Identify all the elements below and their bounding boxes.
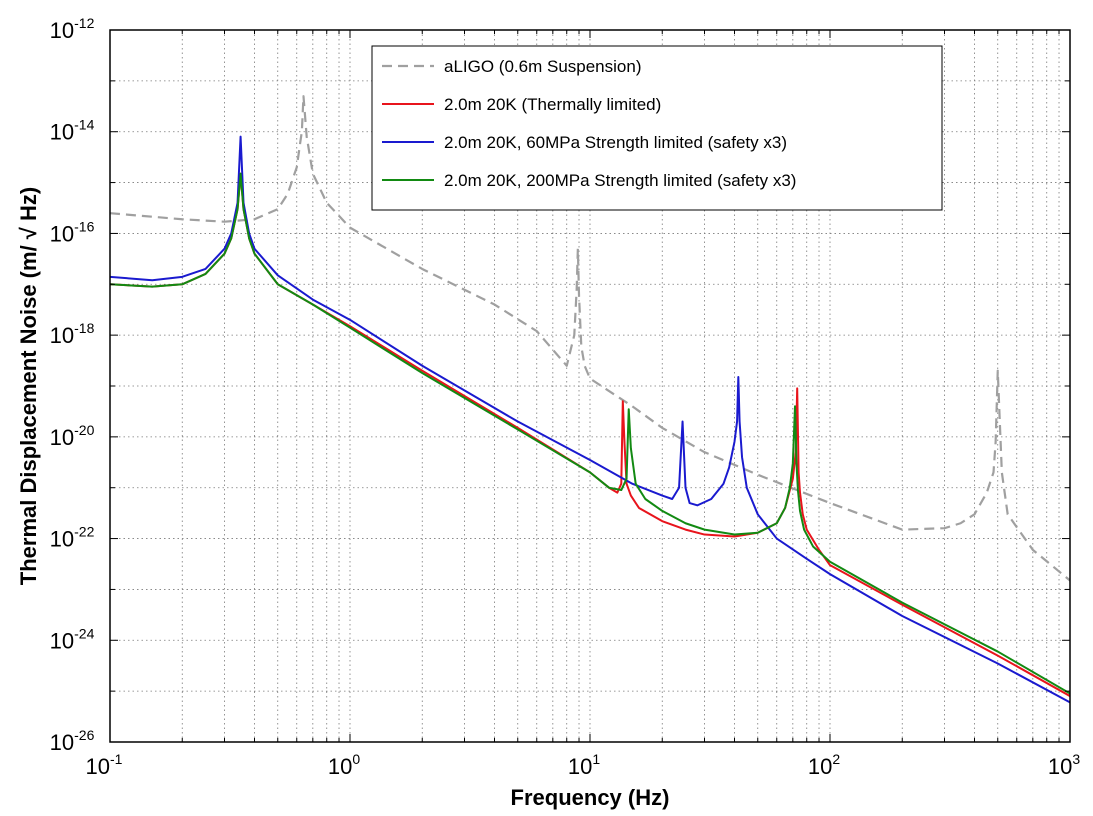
y-tick-label: 10-12 [50, 15, 95, 43]
x-tick-label: 103 [1048, 751, 1080, 779]
grid [110, 30, 1070, 742]
series-line-0 [110, 95, 1070, 582]
x-tick-label: 10-1 [86, 751, 123, 779]
legend-box [371, 45, 943, 211]
x-tick-label: 101 [568, 751, 600, 779]
legend-label-1: 2.0m 20K (Thermally limited) [444, 95, 661, 114]
x-tick-label: 100 [328, 751, 360, 779]
legend-label-2: 2.0m 20K, 60MPa Strength limited (safety… [444, 133, 787, 152]
series-line-3 [110, 172, 1070, 695]
x-tick-label: 102 [808, 751, 840, 779]
y-tick-label: 10-22 [50, 524, 95, 552]
x-axis-label: Frequency (Hz) [511, 785, 670, 810]
y-tick-label: 10-18 [50, 320, 95, 348]
tick-labels: 10-1 100 101 102 103 10-26 10-24 10-22 10-20 10-1… [50, 15, 1081, 779]
y-tick-label: 10-24 [50, 625, 95, 653]
y-tick-label: 10-14 [50, 117, 95, 145]
legend-label-0: aLIGO (0.6m Suspension) [444, 57, 641, 76]
legend-label-3: 2.0m 20K, 200MPa Strength limited (safet… [444, 171, 796, 190]
y-tick-label: 10-20 [50, 422, 95, 450]
legend: aLIGO (0.6m Suspension) 2.0m 20K (Thermal… [371, 45, 943, 211]
series-line-2 [110, 135, 1070, 704]
ticks [109, 29, 1070, 743]
series-layer [110, 95, 1070, 704]
y-tick-label: 10-16 [50, 218, 95, 246]
y-tick-label: 10-26 [50, 727, 95, 755]
y-axis-label: Thermal Displacement Noise (m/ √ Hz) [16, 187, 41, 585]
